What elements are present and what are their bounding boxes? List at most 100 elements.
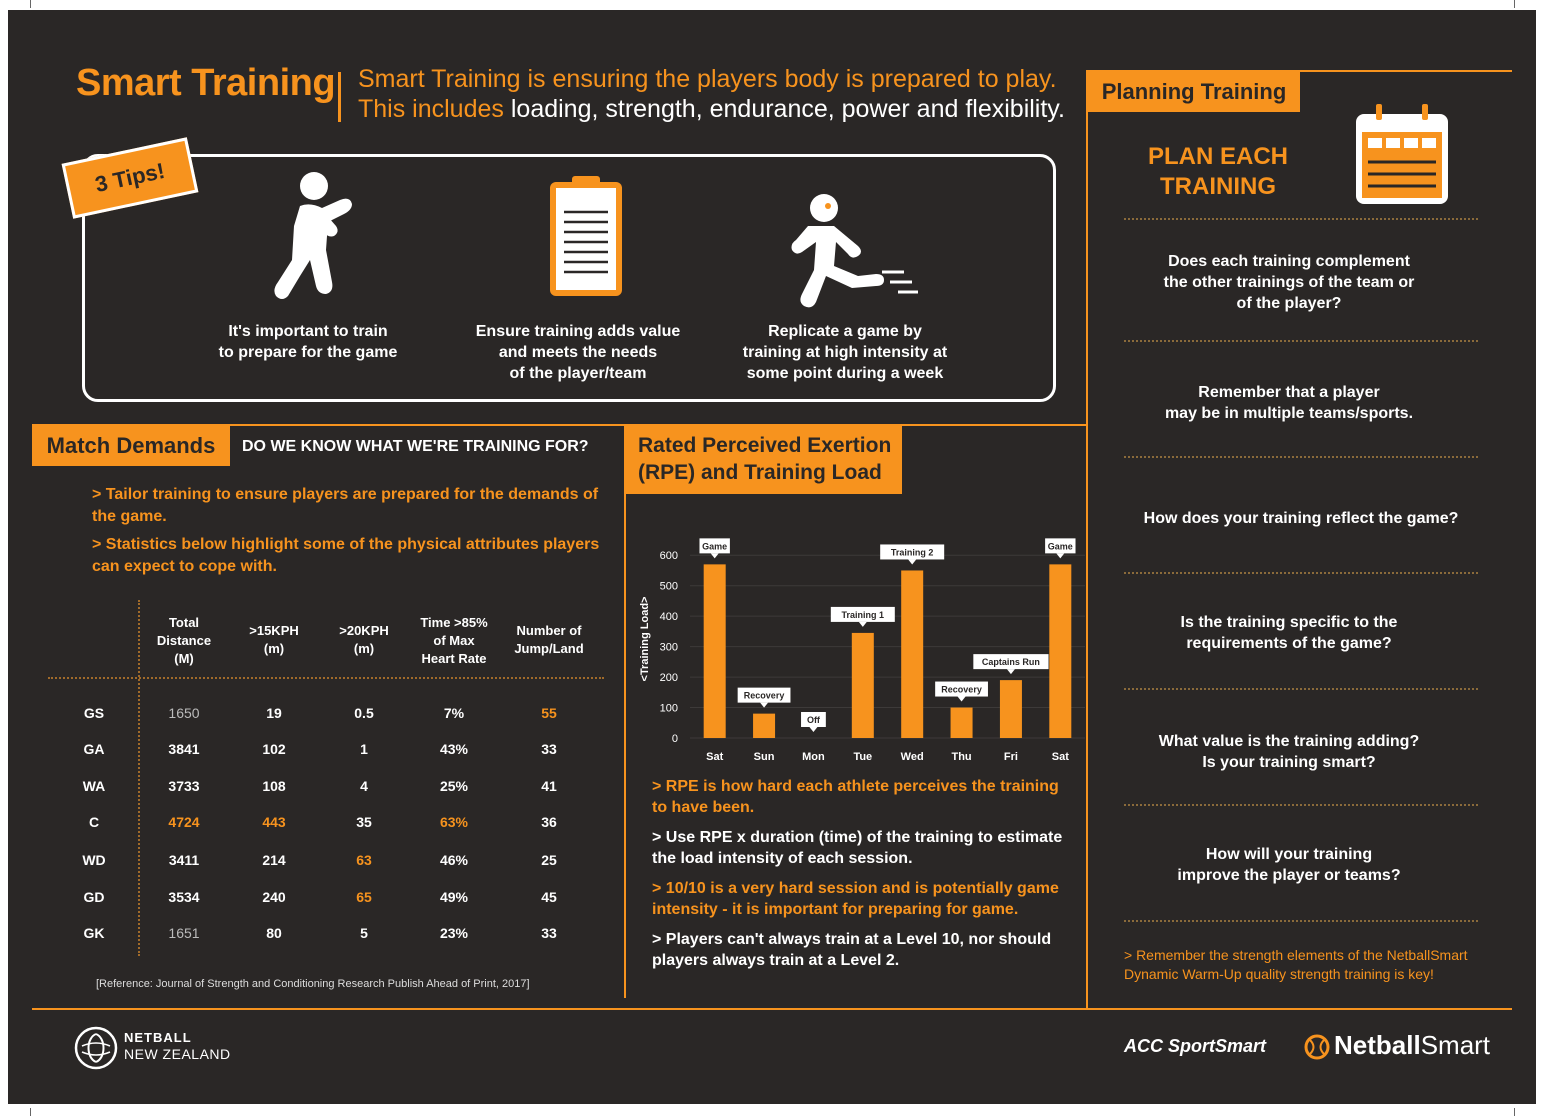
bar-callout-pointer	[908, 559, 917, 565]
y-axis-label: <Training Load>	[639, 597, 651, 682]
cell-heart-rate: 63%	[439, 814, 469, 830]
plan-divider	[1124, 218, 1478, 220]
rpe-note: > RPE is how hard each athlete perceives…	[652, 778, 1059, 816]
clipboard-icon	[550, 176, 622, 296]
bar-callout-pointer	[760, 702, 769, 708]
cell-total-distance: 3733	[168, 778, 200, 794]
match-demands-question: DO WE KNOW WHAT WE'RE TRAINING FOR?	[242, 438, 589, 455]
x-tick-label: Tue	[853, 751, 872, 763]
bar	[999, 680, 1022, 738]
cell-20kph: 65	[356, 889, 372, 905]
plan-question: What value is the training adding? Is yo…	[1158, 733, 1420, 771]
cell-heart-rate: 23%	[439, 925, 469, 941]
bar-callout	[830, 606, 895, 622]
bar-callout	[880, 544, 945, 560]
bar-label: Recovery	[941, 685, 982, 695]
bar	[950, 707, 973, 738]
bar	[901, 570, 924, 738]
bar-callout	[737, 687, 791, 703]
cell-jump-land: 45	[541, 889, 557, 905]
netballsmart-ball-icon	[1304, 1034, 1330, 1060]
description-line-2: This includes loading, strength, enduran…	[358, 94, 1078, 124]
cell-total-distance: 1650	[168, 705, 200, 721]
page-description: Smart Training is ensuring the players b…	[358, 64, 1078, 124]
bar-callout-pointer	[1006, 669, 1015, 675]
cell-jump-land: 33	[541, 741, 557, 757]
column-header-jump-land: Number of Jump/Land	[514, 623, 584, 656]
x-tick-label: Sun	[754, 751, 775, 763]
plan-divider	[1124, 456, 1478, 458]
column-header-heart-rate: Time >85% of Max Heart Rate	[420, 615, 488, 666]
cell-15kph: 443	[262, 814, 286, 830]
column-header-15kph: >15KPH (m)	[249, 623, 299, 656]
bar-callout	[1045, 538, 1076, 554]
bar-label: Game	[1048, 541, 1073, 551]
bar-label: Off	[807, 715, 821, 725]
cell-15kph: 102	[262, 741, 286, 757]
cell-heart-rate: 46%	[439, 852, 469, 868]
bar-label: Training 2	[891, 547, 934, 557]
x-tick-label: Thu	[951, 751, 971, 763]
acc-sportsmart-logo: ACC SportSmart	[1124, 1036, 1267, 1056]
y-tick-label: 200	[660, 672, 678, 684]
title-divider	[338, 72, 341, 122]
netball-nz-line-2: NEW ZEALAND	[124, 1046, 231, 1062]
plan-divider	[1124, 920, 1478, 922]
cell-15kph: 80	[266, 925, 282, 941]
right-column-divider	[1086, 70, 1088, 1008]
netball-nz-logo	[74, 1026, 118, 1070]
bar-callout-pointer	[809, 727, 818, 732]
rpe-note: > Players can't always train at a Level …	[652, 931, 1052, 969]
plan-divider	[1124, 688, 1478, 690]
plan-question: How does your training reflect the game?	[1143, 510, 1459, 527]
y-tick-label: 100	[660, 703, 678, 715]
row-position: GS	[83, 705, 105, 721]
training-load-chart: 0 100 200 300 400 500 600 <Training Load> Sat Gam…	[639, 538, 1085, 763]
page-title: Smart Training	[76, 62, 336, 104]
cell-jump-land: 33	[541, 925, 557, 941]
cell-20kph: 1	[360, 741, 368, 757]
bar-label: Training 1	[842, 610, 885, 620]
cell-15kph: 108	[262, 778, 286, 794]
cell-jump-land: 55	[541, 705, 557, 721]
column-header-total-distance: Total Distance (M)	[156, 615, 212, 666]
table-column-rule	[138, 600, 140, 956]
plan-divider	[1124, 572, 1478, 574]
row-position: GA	[83, 741, 105, 757]
plan-question: Remember that a player may be in multipl…	[1164, 384, 1414, 422]
plan-question: Does each training complement the other …	[1163, 253, 1415, 312]
x-tick-label: Mon	[802, 751, 825, 763]
row-position: WD	[82, 852, 106, 868]
middle-rule	[32, 424, 1088, 426]
tips-panel	[82, 154, 1056, 402]
cell-heart-rate: 25%	[439, 778, 469, 794]
crop-mark	[30, 0, 31, 8]
cell-15kph: 214	[262, 852, 286, 868]
bullet-item: > Statistics below highlight some of the…	[92, 536, 600, 575]
netballsmart-bold: Netball	[1334, 1030, 1421, 1060]
footer-rule	[32, 1008, 1512, 1010]
bar-label: Recovery	[744, 691, 785, 701]
x-tick-label: Sat	[706, 751, 723, 763]
bar	[1049, 564, 1072, 738]
cell-jump-land: 41	[541, 778, 557, 794]
match-demands-tag: Match Demands	[32, 426, 230, 466]
bar	[703, 564, 726, 738]
bar-callout	[801, 712, 826, 727]
y-tick-label: 0	[672, 733, 678, 745]
column-header-20kph: >20KPH (m)	[339, 623, 389, 656]
infographic-page: Smart Training Smart Training is ensurin…	[8, 10, 1536, 1104]
crop-mark	[30, 1108, 31, 1116]
cell-15kph: 240	[262, 889, 286, 905]
reference-note: [Reference: Journal of Strength and Cond…	[96, 978, 530, 990]
planning-tag: Planning Training	[1088, 72, 1300, 112]
bar-callout	[973, 654, 1049, 670]
cell-15kph: 19	[266, 705, 282, 721]
rpe-notes: > RPE is how hard each athlete perceives…	[652, 776, 1072, 980]
cell-20kph: 4	[360, 778, 368, 794]
cell-total-distance: 3534	[168, 889, 200, 905]
bar-label: Captains Run	[982, 657, 1040, 667]
description-lead: This includes	[358, 95, 511, 123]
cell-heart-rate: 49%	[439, 889, 469, 905]
cell-jump-land: 25	[541, 852, 557, 868]
